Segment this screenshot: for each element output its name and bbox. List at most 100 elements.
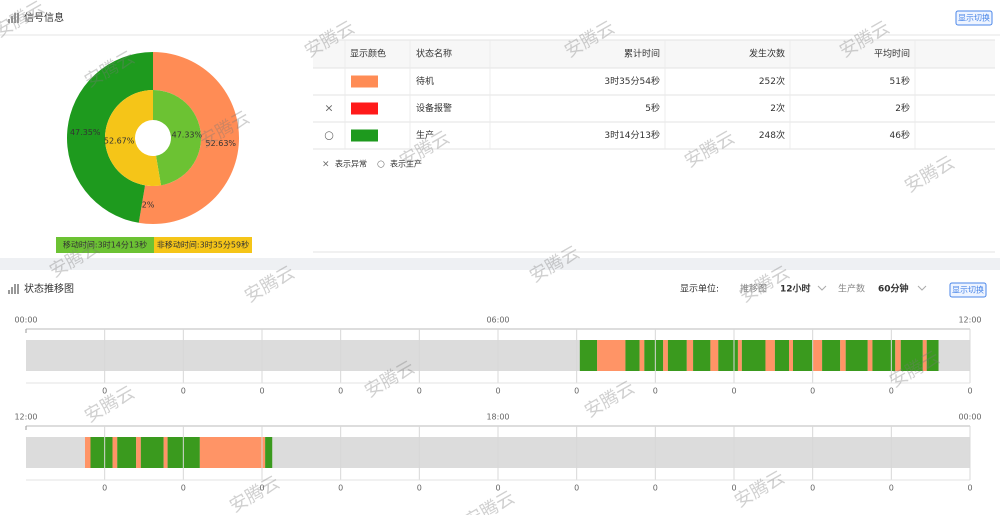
total-time: 3时35分54秒 xyxy=(604,75,660,87)
toggle-button[interactable] xyxy=(955,10,993,26)
state-segment xyxy=(117,437,137,468)
table-header: 发生次数 xyxy=(749,48,785,60)
donut-slice xyxy=(104,90,162,186)
count: 2次 xyxy=(770,102,785,114)
total-time: 3时14分13秒 xyxy=(604,129,660,141)
donut-slice xyxy=(67,52,153,223)
slice-label: 0.02% xyxy=(129,201,155,210)
state-segment xyxy=(710,340,719,371)
panel-title: 信号信息 xyxy=(24,11,64,24)
state-segment xyxy=(922,340,927,371)
count-label: 0 xyxy=(102,387,107,396)
x-tick-label: 12:00 xyxy=(14,413,37,422)
count-select[interactable]: 60分钟 xyxy=(878,283,909,295)
slice-label: 52.63% xyxy=(206,139,237,148)
table-header: 状态名称 xyxy=(416,48,452,60)
count-label: 0 xyxy=(259,484,264,493)
x-tick-label: 00:00 xyxy=(14,316,37,325)
donut-slice xyxy=(153,90,201,186)
state-segment xyxy=(625,340,640,371)
legend-label: 表示生产 xyxy=(390,159,422,169)
count-label: 0 xyxy=(181,484,186,493)
state-segment xyxy=(900,340,923,371)
chart-select[interactable]: 12小时 xyxy=(780,283,811,295)
unit-label: 显示单位: xyxy=(680,283,719,295)
legend-swatch xyxy=(154,237,252,253)
state-segment xyxy=(789,340,793,371)
count-label: 0 xyxy=(417,484,422,493)
count-label: 0 xyxy=(731,484,736,493)
average-time: 2秒 xyxy=(895,102,910,114)
state-segment xyxy=(872,340,896,371)
state-segment xyxy=(840,340,846,371)
count-label: 0 xyxy=(338,484,343,493)
panel-icon xyxy=(8,13,19,23)
count-label: 0 xyxy=(810,484,815,493)
state-segment xyxy=(112,437,118,468)
count-label: 0 xyxy=(653,484,658,493)
table-header-bg xyxy=(313,40,995,68)
count-label: 生产数 xyxy=(838,283,865,295)
toggle-button[interactable] xyxy=(949,282,987,298)
toggle-button-label[interactable]: 显示切换 xyxy=(952,285,984,295)
count-label: 0 xyxy=(417,387,422,396)
count-label: 0 xyxy=(967,387,972,396)
slice-label: 47.33% xyxy=(172,131,203,140)
state-name: 待机 xyxy=(416,75,434,87)
state-segment xyxy=(774,340,790,371)
state-segment xyxy=(85,437,91,468)
row-marker: ○ xyxy=(324,129,334,142)
state-segment xyxy=(822,340,841,371)
state-segment xyxy=(686,340,694,371)
state-segment xyxy=(718,340,738,371)
count-label: 0 xyxy=(889,387,894,396)
state-segment xyxy=(163,437,168,468)
count-label: 0 xyxy=(967,484,972,493)
x-tick-label: 12:00 xyxy=(958,316,981,325)
state-segment xyxy=(793,340,813,371)
state-segment xyxy=(199,437,266,468)
state-segment xyxy=(867,340,873,371)
donut-slice xyxy=(138,51,240,225)
trend-panel xyxy=(0,270,1000,515)
count-label: 0 xyxy=(495,484,500,493)
donut-slice xyxy=(138,185,146,223)
state-segment xyxy=(265,437,273,468)
state-segment xyxy=(663,340,668,371)
state-segment xyxy=(644,340,664,371)
slice-label: 47.35% xyxy=(70,128,101,137)
total-time: 5秒 xyxy=(645,102,660,114)
legend-label: 非移动时间:3时35分59秒 xyxy=(157,240,249,250)
legend-label: 移动时间:3时14分13秒 xyxy=(63,240,147,250)
average-time: 51秒 xyxy=(890,75,910,87)
x-tick-label: 18:00 xyxy=(486,413,509,422)
state-name: 生产 xyxy=(416,129,434,141)
color-swatch xyxy=(351,129,378,142)
legend-swatch xyxy=(56,237,154,253)
state-segment xyxy=(136,437,141,468)
toggle-button-label[interactable]: 显示切换 xyxy=(958,13,990,23)
count-label: 0 xyxy=(889,484,894,493)
legend-symbol: ○ xyxy=(377,160,385,170)
count-label: 0 xyxy=(810,387,815,396)
x-tick-label: 00:00 xyxy=(958,413,981,422)
state-segment xyxy=(140,437,164,468)
state-segment xyxy=(597,340,626,371)
count-label: 0 xyxy=(653,387,658,396)
state-segment xyxy=(579,340,598,371)
average-time: 46秒 xyxy=(890,129,910,141)
legend-symbol: × xyxy=(322,160,330,170)
count-label: 0 xyxy=(731,387,736,396)
table-header: 显示颜色 xyxy=(350,48,386,60)
dropdown-arrow[interactable] xyxy=(817,285,827,291)
state-segment xyxy=(693,340,711,371)
state-segment xyxy=(765,340,775,371)
dropdown-arrow[interactable] xyxy=(917,285,927,291)
state-segment xyxy=(926,340,939,371)
count-label: 0 xyxy=(574,484,579,493)
state-segment xyxy=(667,340,687,371)
color-swatch xyxy=(351,75,378,88)
slice-label: 52.67% xyxy=(104,136,135,145)
count-label: 0 xyxy=(181,387,186,396)
